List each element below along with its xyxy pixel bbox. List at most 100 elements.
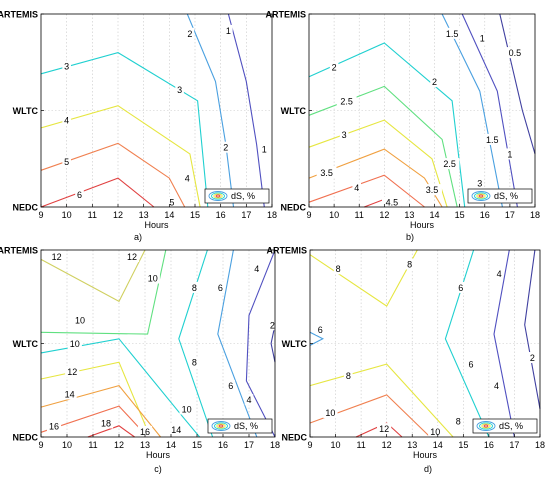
contour-label: 8 xyxy=(407,260,412,270)
contour-label-bg xyxy=(430,76,439,88)
contour-line-8 xyxy=(178,249,214,438)
contour-line-1.5 xyxy=(441,13,503,208)
contour-label-bg xyxy=(381,196,402,208)
y-tick-label: WLTC xyxy=(282,339,308,349)
y-tick-label: NEDC xyxy=(281,433,307,443)
contour-label: 2 xyxy=(270,320,275,330)
contour-label-bg xyxy=(62,60,71,72)
x-tick-label: 13 xyxy=(407,440,417,450)
contour-line-1 xyxy=(227,13,265,208)
contour-label-bg xyxy=(475,177,485,189)
contour-label-bg xyxy=(98,417,114,429)
y-tick-label: ARTEMIS xyxy=(0,10,38,20)
contour-label: 14 xyxy=(65,389,75,399)
contour-label: 10 xyxy=(430,427,440,437)
legend-contour-icon xyxy=(483,424,489,428)
contour-line-12 xyxy=(355,422,403,438)
x-tick-label: 13 xyxy=(139,210,149,220)
contour-line-6 xyxy=(444,249,490,438)
y-tick-label: ARTEMIS xyxy=(266,10,307,20)
contour-label: 10 xyxy=(148,274,158,284)
contour-label-bg xyxy=(316,166,337,178)
contour-label-bg xyxy=(344,369,353,381)
contour-line-2 xyxy=(308,42,466,208)
contour-line-0.5 xyxy=(499,13,536,155)
contour-label-bg xyxy=(377,423,392,435)
contour-label: 5 xyxy=(64,157,69,167)
x-tick-label: 15 xyxy=(192,440,202,450)
contour-line-2 xyxy=(524,249,541,409)
contour-label: 1.5 xyxy=(486,135,499,145)
contour-line-14 xyxy=(40,384,162,438)
x-tick-label: 11 xyxy=(355,210,364,220)
contour-label-bg xyxy=(62,156,71,168)
legend-box xyxy=(467,188,533,204)
x-axis-label: Hours xyxy=(144,220,169,230)
contour-label-bg xyxy=(439,158,460,170)
x-tick-label: 11 xyxy=(88,440,97,450)
contour-label: 12 xyxy=(52,252,62,262)
contour-label-bg xyxy=(339,129,349,141)
legend-contour-icon xyxy=(476,421,496,431)
legend-label: dS, % xyxy=(234,421,258,431)
legend-label: dS, % xyxy=(231,191,255,201)
contour-label-bg xyxy=(482,133,503,145)
x-tick-label: 16 xyxy=(480,210,490,220)
legend-contour-icon xyxy=(208,191,228,201)
contour-label: 2 xyxy=(223,143,228,153)
contour-label: 8 xyxy=(346,371,351,381)
contour-label-bg xyxy=(179,403,194,415)
legend-label: dS, % xyxy=(499,421,523,431)
contour-label-bg xyxy=(190,356,199,368)
contour-label-bg xyxy=(323,407,338,419)
contour-label-bg xyxy=(145,272,160,284)
contour-label: 3.5 xyxy=(426,185,439,195)
legend-contour-icon xyxy=(216,423,226,429)
x-tick-label: 18 xyxy=(270,440,280,450)
y-tick-label: WLTC xyxy=(281,106,307,116)
legend-contour-icon xyxy=(218,424,224,428)
x-tick-label: 16 xyxy=(484,440,494,450)
legend-contour-icon xyxy=(471,191,491,201)
x-tick-label: 12 xyxy=(113,210,123,220)
x-axis-label: Hours xyxy=(413,450,438,460)
contour-label: 4 xyxy=(246,395,251,405)
contour-label: 2.5 xyxy=(443,159,456,169)
x-tick-label: 18 xyxy=(267,210,277,220)
legend-contour-icon xyxy=(214,422,228,430)
contour-label: 6 xyxy=(77,190,82,200)
x-tick-label: 17 xyxy=(241,210,251,220)
contour-label: 2 xyxy=(530,353,535,363)
contour-line-8 xyxy=(309,363,454,438)
contour-label: 10 xyxy=(70,339,80,349)
panel-label: a) xyxy=(134,232,142,242)
contour-label: 2.5 xyxy=(340,96,353,106)
contour-line-18 xyxy=(87,425,135,438)
contour-label: 3 xyxy=(177,85,182,95)
contour-label-bg xyxy=(492,380,501,392)
x-tick-label: 10 xyxy=(62,440,72,450)
contour-label: 3 xyxy=(477,178,482,188)
contour-label-bg xyxy=(62,388,77,400)
legend-contour-icon xyxy=(479,422,493,430)
x-tick-label: 9 xyxy=(38,210,43,220)
x-tick-label: 12 xyxy=(379,210,389,220)
x-tick-label: 15 xyxy=(458,440,468,450)
y-tick-label: NEDC xyxy=(12,433,38,443)
x-tick-label: 11 xyxy=(88,210,97,220)
contour-label: 6 xyxy=(458,283,463,293)
y-tick-label: ARTEMIS xyxy=(0,246,38,256)
contour-label-bg xyxy=(124,251,140,263)
contour-label-bg xyxy=(252,263,262,275)
x-axis-label: Hours xyxy=(410,220,435,230)
contour-line-12 xyxy=(40,249,146,303)
x-tick-label: 17 xyxy=(244,440,254,450)
contour-line-6 xyxy=(40,177,155,208)
contour-label: 16 xyxy=(140,427,150,437)
panel-label: c) xyxy=(154,464,162,474)
contour-line-6 xyxy=(217,249,258,438)
x-tick-label: 9 xyxy=(306,210,311,220)
